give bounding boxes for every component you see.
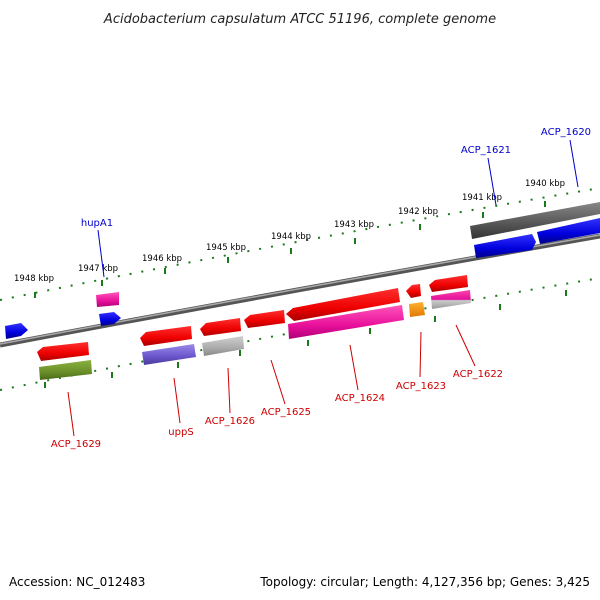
gene-arrow-ACP_1624[interactable] bbox=[286, 288, 400, 321]
gene-label-ACP_1623[interactable]: ACP_1623 bbox=[396, 381, 446, 392]
gene-arrow-ACP_1620-pair[interactable] bbox=[470, 202, 600, 239]
gene-label-ACP_1629[interactable]: ACP_1629 bbox=[51, 439, 101, 450]
gene-box-ACP_1624-pair[interactable] bbox=[288, 305, 404, 339]
gene-arrow-hupA1[interactable] bbox=[99, 312, 121, 326]
gene-label-ACP_1621[interactable]: ACP_1621 bbox=[461, 145, 511, 156]
kbp-label: 1942 kbp bbox=[398, 207, 438, 217]
kbp-label: 1940 kbp bbox=[525, 179, 565, 189]
gene-box-ACP_1629-pair[interactable] bbox=[39, 360, 92, 380]
gene-box-ACP_1626-pair[interactable] bbox=[202, 336, 244, 356]
gene-arrow-ACP_1629[interactable] bbox=[37, 342, 89, 361]
gene-label-ACP_1622[interactable]: ACP_1622 bbox=[453, 369, 503, 380]
kbp-label: 1947 kbp bbox=[78, 264, 118, 274]
forward-genes bbox=[5, 202, 600, 339]
kbp-label: 1945 kbp bbox=[206, 243, 246, 253]
topology-text: Topology: circular; Length: 4,127,356 bp… bbox=[260, 575, 590, 589]
gene-label-ACP_1626[interactable]: ACP_1626 bbox=[205, 416, 255, 427]
gene-box-ACP_1623-pair[interactable] bbox=[409, 302, 425, 317]
gene-label-ACP_1624[interactable]: ACP_1624 bbox=[335, 393, 385, 404]
gene-box-uppS-pair[interactable] bbox=[142, 344, 196, 365]
gene-arrow-ACP_1620[interactable] bbox=[537, 218, 600, 244]
gene-arrow-ACP_1626[interactable] bbox=[200, 318, 241, 336]
gene-box-hupA1-pair[interactable] bbox=[96, 292, 119, 307]
map-title: Acidobacterium capsulatum ATCC 51196, co… bbox=[103, 12, 496, 27]
gene-arrow-ACP_1621[interactable] bbox=[474, 234, 536, 258]
gene-arrow-ACP_1625[interactable] bbox=[244, 310, 285, 328]
kbp-label: 1948 kbp bbox=[14, 274, 54, 284]
kbp-label: 1944 kbp bbox=[271, 232, 311, 242]
gene-box-ACP_1622-pair[interactable] bbox=[431, 290, 471, 309]
upper-tick-track bbox=[0, 187, 600, 301]
gene-label-ACP_1625[interactable]: ACP_1625 bbox=[261, 407, 311, 418]
gene-arrow-left-edge[interactable] bbox=[5, 323, 28, 339]
lower-tick-track bbox=[0, 277, 600, 391]
kbp-label: 1946 kbp bbox=[142, 254, 182, 264]
gene-arrow-ACP_1623[interactable] bbox=[406, 284, 421, 298]
gene-label-hupA1[interactable]: hupA1 bbox=[81, 218, 113, 229]
leader-lines bbox=[67, 139, 579, 437]
kbp-label: 1943 kbp bbox=[334, 220, 374, 230]
kbp-labels: 1948 kbp 1947 kbp 1946 kbp 1945 kbp 1944… bbox=[14, 179, 565, 284]
reverse-genes bbox=[37, 275, 471, 380]
gene-arrow-uppS[interactable] bbox=[140, 326, 192, 346]
kbp-label: 1941 kbp bbox=[462, 193, 502, 203]
gene-label-uppS[interactable]: uppS bbox=[168, 427, 193, 438]
accession-text: Accession: NC_012483 bbox=[9, 575, 146, 589]
gene-arrow-ACP_1622[interactable] bbox=[429, 275, 468, 292]
gene-labels: ACP_1620 ACP_1621 hupA1 ACP_1622 ACP_162… bbox=[51, 127, 591, 450]
gene-label-ACP_1620[interactable]: ACP_1620 bbox=[541, 127, 591, 138]
major-ticks bbox=[34, 201, 567, 388]
